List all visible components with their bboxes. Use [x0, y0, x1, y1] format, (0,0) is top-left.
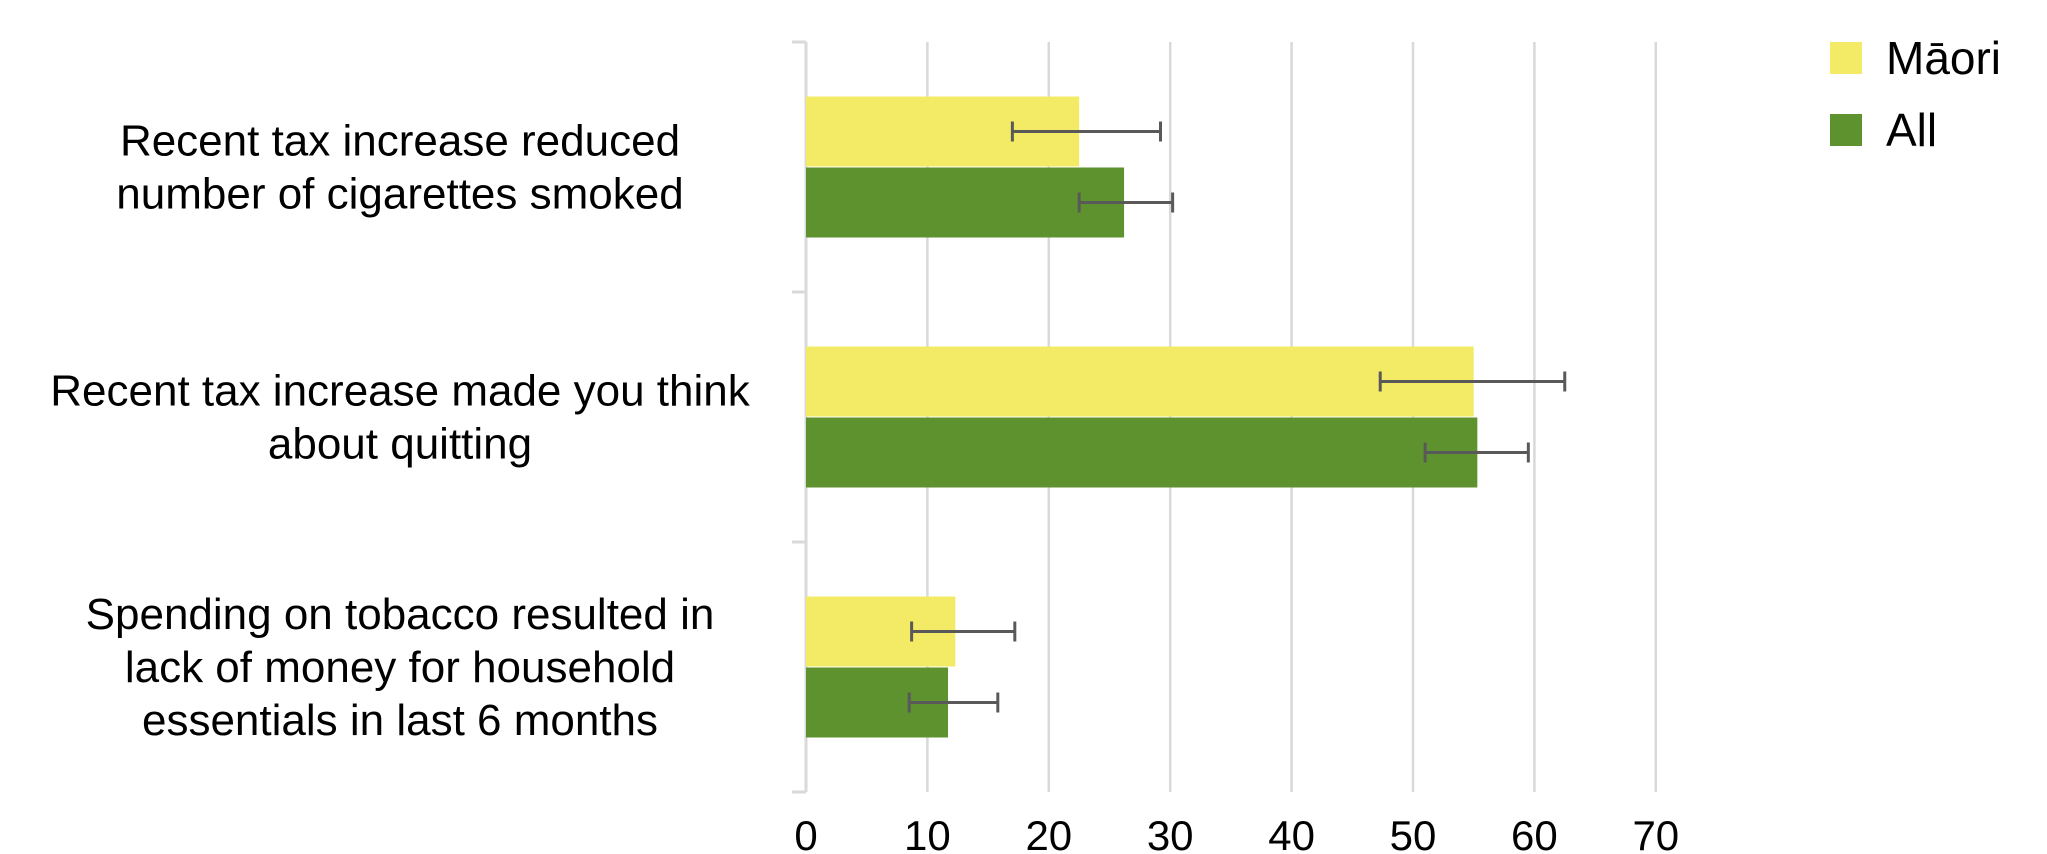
- x-tick-label: 20: [1025, 812, 1072, 854]
- bar: [806, 346, 1474, 417]
- legend-label: Māori: [1886, 32, 2001, 84]
- bar: [806, 167, 1125, 238]
- x-tick-label: 30: [1147, 812, 1194, 854]
- error-bar: [907, 692, 1000, 713]
- x-tick-label: 10: [904, 812, 951, 854]
- x-tick-label: 50: [1390, 812, 1437, 854]
- legend-swatch: [1830, 42, 1862, 74]
- x-tick-label: 70: [1632, 812, 1679, 854]
- x-tick-label: 40: [1268, 812, 1315, 854]
- error-bar: [1423, 442, 1530, 463]
- error-bar: [910, 621, 1017, 642]
- legend-label: All: [1886, 104, 1937, 156]
- category-label: Spending on tobacco resulted in lack of m…: [86, 590, 715, 745]
- x-tick-label: 0: [794, 812, 817, 854]
- gridlines: [926, 42, 1658, 792]
- category-label: Recent tax increase made you think about …: [50, 367, 750, 469]
- value-axis: 0 10 20 30 40 50 60 70: [792, 40, 1679, 854]
- bars: [806, 96, 1478, 738]
- x-tick-label: 60: [1511, 812, 1558, 854]
- error-bar: [1077, 192, 1175, 213]
- legend: Māori All: [1830, 32, 2001, 156]
- legend-swatch: [1830, 114, 1862, 146]
- error-bar: [1010, 121, 1162, 142]
- category-label: Recent tax increase reduced number of cig…: [116, 117, 683, 219]
- category-labels: Recent tax increase reduced number of cig…: [50, 117, 750, 746]
- error-bar: [1378, 371, 1567, 392]
- error-bars: [907, 121, 1567, 713]
- bar: [806, 417, 1478, 488]
